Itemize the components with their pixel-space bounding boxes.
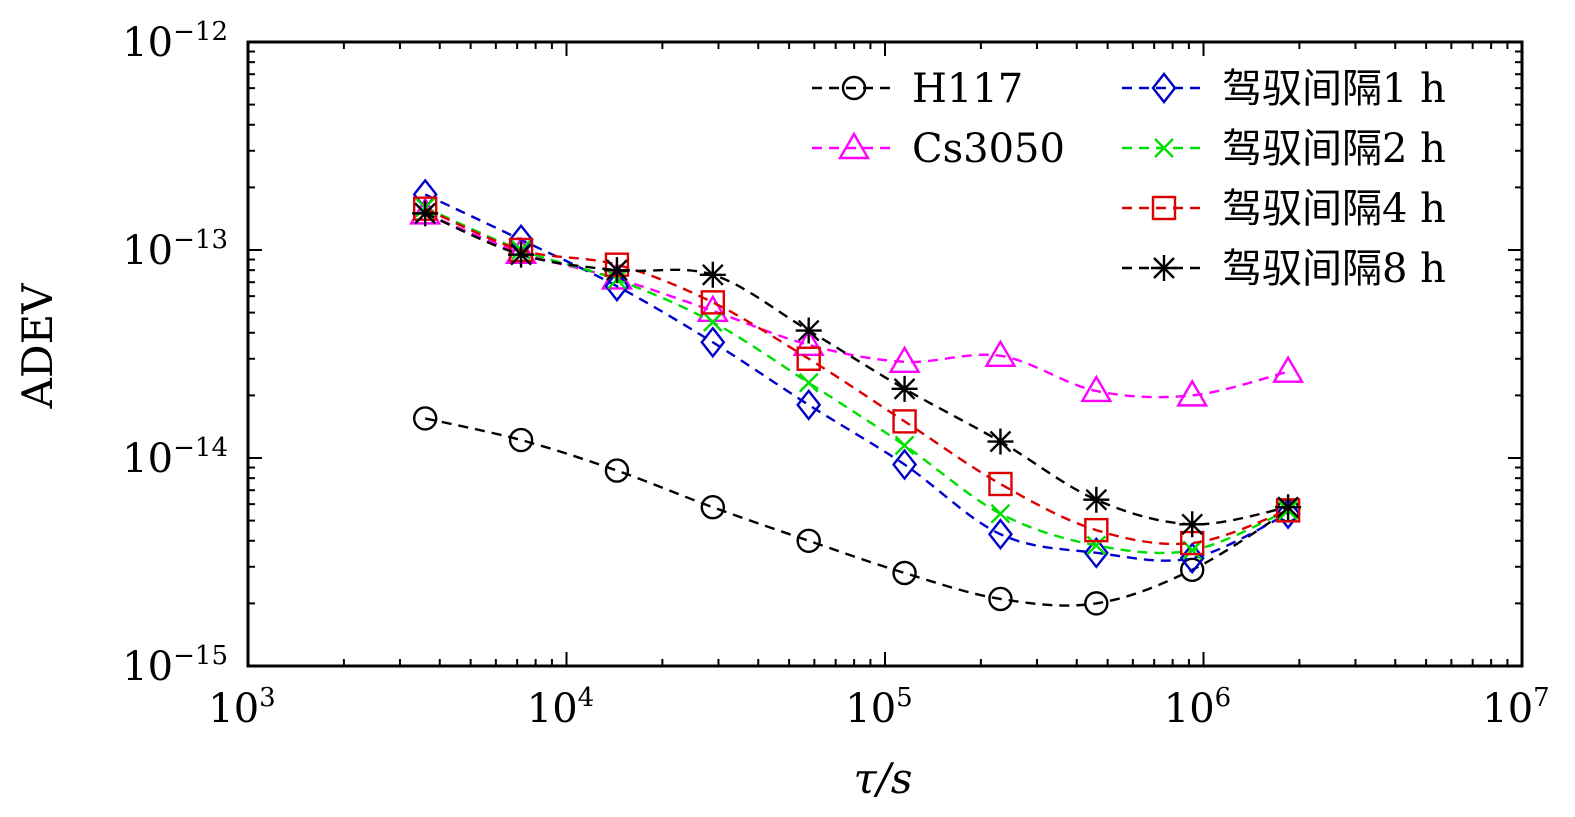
legend-label: 驾驭间隔4 h — [1222, 186, 1446, 232]
data-point — [699, 261, 726, 288]
legend-marker — [1151, 72, 1177, 104]
data-point — [700, 326, 726, 359]
data-point — [894, 435, 915, 456]
legend-label: 驾驭间隔1 h — [1222, 66, 1446, 112]
x-tick-label: 106 — [1164, 683, 1231, 732]
data-point — [603, 257, 630, 284]
data-point — [508, 241, 535, 268]
legend-label: Cs3050 — [912, 126, 1065, 172]
legend-item: Cs3050 — [812, 126, 1065, 172]
axes: 103 104 105 106 107 10−15 10−14 10−13 10−12 — [122, 17, 1550, 732]
legend-item: 驾驭间隔2 h — [1122, 126, 1446, 172]
series-0 — [412, 406, 1301, 616]
series-line — [424, 417, 1289, 607]
data-point — [1084, 517, 1109, 543]
data-point — [792, 328, 825, 357]
data-point — [508, 427, 534, 453]
data-point — [1179, 511, 1206, 538]
data-point — [1084, 591, 1109, 616]
y-tick-labels: 10−15 10−14 10−13 10−12 — [122, 17, 228, 690]
x-tick-label: 105 — [845, 683, 912, 732]
data-point — [888, 345, 921, 374]
legend-marker — [837, 131, 871, 160]
data-point — [1271, 355, 1305, 383]
data-point — [988, 586, 1013, 612]
y-axis-label: ADEV — [13, 283, 62, 410]
data-point — [796, 388, 822, 421]
legend-label: H117 — [912, 66, 1023, 112]
data-point — [892, 448, 918, 481]
data-point — [696, 294, 729, 323]
series-line — [424, 193, 1289, 562]
data-point — [1182, 540, 1203, 561]
data-point — [700, 495, 726, 520]
series-1 — [409, 196, 1305, 407]
data-point — [892, 560, 917, 586]
data-point — [987, 428, 1014, 455]
data-point — [1275, 494, 1302, 521]
data-point — [604, 458, 630, 483]
data-point — [988, 471, 1013, 497]
data-point — [412, 406, 438, 431]
data-point — [892, 409, 917, 434]
series-layer — [409, 178, 1305, 616]
x-tick-label: 103 — [208, 683, 275, 732]
data-point — [984, 339, 1017, 367]
legend-item: 驾驭间隔4 h — [1122, 186, 1446, 232]
series-2 — [412, 178, 1301, 575]
series-line — [424, 212, 1289, 526]
data-point — [796, 346, 821, 371]
data-point — [891, 375, 918, 402]
x-tick-labels: 103 104 105 106 107 — [208, 683, 1549, 732]
data-point — [795, 317, 822, 344]
series-line — [424, 207, 1289, 546]
data-point — [702, 312, 723, 332]
series-5 — [412, 200, 1302, 538]
legend: H117 Cs3050 驾驭间隔1 h 驾驭间隔2 h 驾驭间隔4 h 驾驭间隔8 h — [812, 66, 1446, 292]
x-ticks — [247, 42, 1509, 666]
x-axis-label: τ/s — [854, 754, 913, 803]
legend-marker — [1151, 255, 1177, 281]
y-tick-label: 10−12 — [122, 17, 228, 66]
data-point — [412, 200, 439, 227]
legend-marker — [1154, 138, 1174, 158]
legend-marker — [841, 75, 867, 101]
series-4 — [412, 196, 1301, 556]
series-line — [424, 206, 1289, 555]
x-tick-label: 104 — [527, 683, 594, 732]
legend-label: 驾驭间隔2 h — [1222, 126, 1446, 172]
legend-marker — [1151, 195, 1177, 221]
x-tick-label: 107 — [1482, 683, 1549, 732]
legend-item: 驾驭间隔8 h — [1122, 246, 1446, 292]
legend-label: 驾驭间隔8 h — [1222, 246, 1446, 292]
legend-item: 驾驭间隔1 h — [1122, 66, 1446, 112]
series-line — [424, 212, 1289, 399]
y-tick-label: 10−14 — [122, 433, 228, 482]
data-point — [1080, 374, 1113, 403]
data-point — [1083, 536, 1109, 569]
legend-item: H117 — [812, 66, 1023, 112]
data-point — [990, 503, 1011, 524]
data-point — [796, 528, 821, 553]
data-point — [1275, 497, 1301, 530]
data-point — [1176, 379, 1209, 407]
data-point — [700, 290, 726, 315]
y-ticks — [248, 50, 1522, 667]
data-point — [1083, 486, 1110, 513]
data-point — [798, 372, 819, 393]
y-tick-label: 10−13 — [122, 225, 228, 274]
data-point — [987, 518, 1013, 551]
data-point — [1086, 535, 1107, 556]
data-point — [1180, 557, 1205, 583]
y-tick-label: 10−15 — [122, 641, 228, 690]
